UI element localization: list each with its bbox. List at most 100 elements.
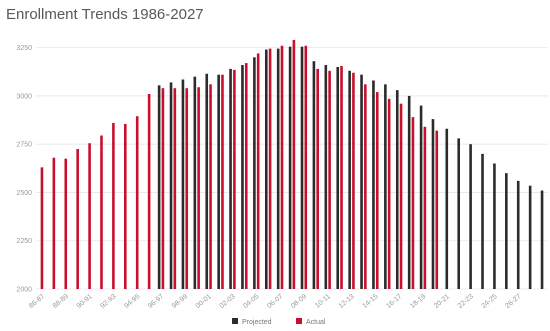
- legend-label: Actual: [306, 319, 326, 326]
- bar-actual: [352, 72, 355, 289]
- bar-actual: [280, 45, 284, 289]
- bar-actual: [328, 70, 331, 289]
- bar-projected: [288, 46, 292, 289]
- bar-actual: [197, 87, 200, 289]
- bar-actual: [100, 135, 103, 289]
- bar-projected: [431, 119, 435, 289]
- bar-actual: [411, 117, 415, 289]
- bar-actual: [64, 158, 68, 289]
- bar-actual: [387, 98, 391, 289]
- bar-projected: [505, 173, 508, 289]
- bar-projected: [348, 70, 351, 289]
- bar-projected: [157, 85, 161, 289]
- x-tick-label: 94-95: [123, 293, 141, 310]
- legend-swatch: [232, 318, 238, 324]
- x-tick-label: 14-15: [361, 293, 379, 310]
- x-tick-label: 96-97: [147, 293, 165, 310]
- x-axis-ticks: 86-87 88-89 90-91 92-93 94-95 96-97 98-99 00-01…: [28, 293, 523, 310]
- bar-actual: [244, 63, 248, 289]
- y-tick-label: 3250: [16, 45, 32, 52]
- legend-swatch: [296, 318, 302, 324]
- x-tick-label: 22-23: [457, 293, 475, 310]
- bar-projected: [336, 66, 340, 290]
- bar-actual: [88, 143, 91, 289]
- x-tick-label: 16-17: [385, 293, 403, 310]
- bar-actual: [221, 74, 224, 290]
- bar-actual: [124, 123, 127, 289]
- bar-actual: [423, 126, 427, 289]
- bar-actual: [256, 53, 260, 290]
- x-tick-label: 86-87: [28, 293, 46, 310]
- bar-projected: [229, 68, 232, 289]
- bar-projected: [469, 144, 472, 289]
- x-tick-label: 24-25: [480, 293, 498, 310]
- bar-projected: [481, 153, 484, 289]
- bar-actual: [340, 66, 343, 289]
- bar-actual: [292, 39, 296, 290]
- chart-title: Enrollment Trends 1986-2027: [6, 6, 204, 23]
- bar-actual: [316, 68, 320, 289]
- bar-projected: [407, 95, 411, 289]
- x-tick-label: 08-09: [290, 293, 308, 310]
- bar-actual: [435, 130, 439, 289]
- y-axis-ticks: 2000 2250 2500 2750 3000 3250: [16, 45, 32, 293]
- y-tick-label: 2250: [16, 238, 32, 245]
- bar-projected: [312, 61, 316, 289]
- bar-projected: [445, 128, 449, 289]
- x-tick-label: 10-11: [314, 293, 332, 310]
- grid-lines: [36, 47, 548, 290]
- x-tick-label: 88-89: [52, 293, 70, 310]
- x-tick-label: 18-19: [409, 293, 427, 310]
- bar-projected: [217, 74, 220, 290]
- bar-projected: [241, 65, 244, 289]
- bar-actual: [209, 84, 212, 289]
- bar-actual: [185, 88, 189, 289]
- bar-projected: [205, 73, 209, 289]
- x-tick-label: 12-13: [338, 293, 356, 310]
- x-tick-label: 98-99: [171, 293, 189, 310]
- bar-projected: [395, 90, 399, 289]
- x-tick-label: 90-91: [76, 293, 94, 310]
- bar-actual: [147, 93, 151, 290]
- bar-projected: [276, 48, 280, 290]
- bar-projected: [516, 180, 520, 289]
- bar-actual: [399, 103, 403, 290]
- bar-projected: [384, 84, 387, 289]
- bar-actual: [161, 88, 165, 289]
- bar-actual: [112, 122, 115, 289]
- legend-label: Projected: [242, 319, 272, 326]
- bar-actual: [135, 116, 139, 289]
- y-tick-label: 2500: [16, 190, 32, 197]
- bar-projected: [493, 163, 496, 289]
- x-tick-label: 20-21: [433, 293, 451, 310]
- bar-projected: [360, 74, 363, 290]
- bar-actual: [52, 157, 56, 289]
- bar-projected: [300, 46, 304, 289]
- bar-projected: [324, 65, 328, 289]
- legend: Projected Actual: [232, 318, 326, 326]
- x-tick-label: 00-01: [195, 293, 213, 310]
- bar-projected: [528, 185, 532, 289]
- bar-actual: [268, 48, 272, 290]
- bar-actual: [76, 149, 79, 289]
- bar-projected: [169, 82, 173, 289]
- bar-projected: [419, 105, 423, 289]
- bar-projected: [253, 57, 256, 290]
- x-tick-label: 92-93: [99, 293, 117, 310]
- bar-projected: [193, 76, 197, 290]
- bar-projected: [372, 80, 375, 289]
- bar-projected: [264, 49, 268, 289]
- bar-projected: [457, 138, 460, 289]
- y-tick-label: 3000: [16, 93, 32, 100]
- bar-actual: [304, 45, 308, 289]
- bar-actual: [173, 88, 177, 289]
- x-tick-label: 02-03: [219, 293, 237, 310]
- y-tick-label: 2750: [16, 142, 32, 149]
- bar-actual: [233, 69, 236, 289]
- bar-actual: [364, 84, 367, 289]
- x-tick-label: 26-27: [504, 293, 522, 310]
- y-tick-label: 2000: [16, 287, 32, 294]
- bar-projected: [181, 79, 185, 289]
- bar-actual: [375, 92, 379, 289]
